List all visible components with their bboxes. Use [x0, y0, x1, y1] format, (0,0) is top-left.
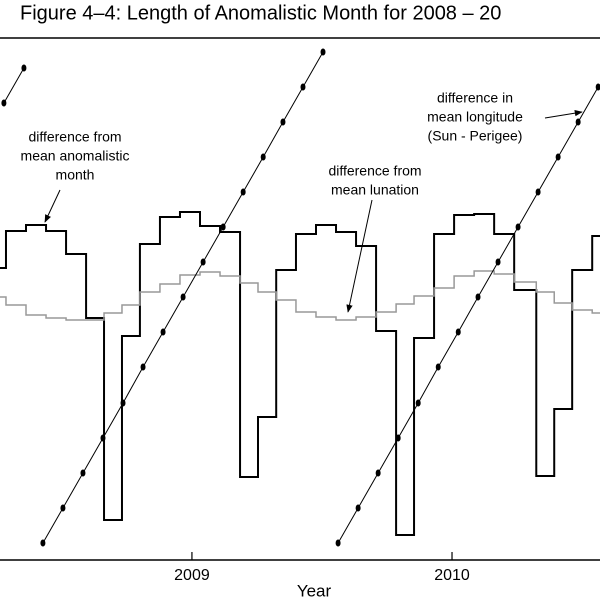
point [375, 469, 381, 477]
x-tick-label: 2009 [174, 567, 210, 584]
annotation-text: difference from [28, 129, 121, 145]
point [335, 539, 341, 547]
point [160, 328, 166, 336]
step-line [0, 211, 600, 536]
point [595, 83, 600, 91]
point [40, 539, 46, 547]
point [355, 504, 361, 512]
point [260, 153, 266, 161]
annotation-text: difference from [328, 163, 421, 179]
annotation-text: mean longitude [427, 109, 523, 125]
point [21, 64, 27, 72]
annotation-text: difference in [437, 90, 513, 106]
point [415, 399, 421, 407]
point [100, 434, 106, 442]
point [495, 258, 501, 266]
x-tick-label: 2010 [434, 567, 470, 584]
point [575, 118, 581, 126]
annotation-text: mean anomalistic [21, 148, 130, 164]
annotation-text: month [56, 167, 95, 183]
point [320, 48, 326, 56]
point [120, 399, 126, 407]
x-axis-label: Year [297, 581, 332, 600]
point [280, 118, 286, 126]
point [515, 223, 521, 231]
point [80, 469, 86, 477]
annotation-text: mean lunation [331, 182, 419, 198]
point [180, 293, 186, 301]
annotation-text: (Sun - Perigee) [428, 128, 523, 144]
annotation-arrow [44, 189, 61, 223]
point [220, 223, 226, 231]
point [535, 188, 541, 196]
point [475, 293, 481, 301]
point [455, 328, 461, 336]
point [200, 258, 206, 266]
annotation-arrow [346, 199, 373, 313]
point [395, 434, 401, 442]
point [555, 153, 561, 161]
point [435, 363, 441, 371]
longitude-line [3, 51, 599, 544]
point [60, 504, 66, 512]
chart-title: Figure 4–4: Length of Anomalistic Month … [20, 2, 501, 24]
point [300, 83, 306, 91]
point [1, 99, 7, 107]
point [140, 363, 146, 371]
step-line [0, 270, 600, 321]
point [240, 188, 246, 196]
annotation-arrow [544, 109, 583, 119]
